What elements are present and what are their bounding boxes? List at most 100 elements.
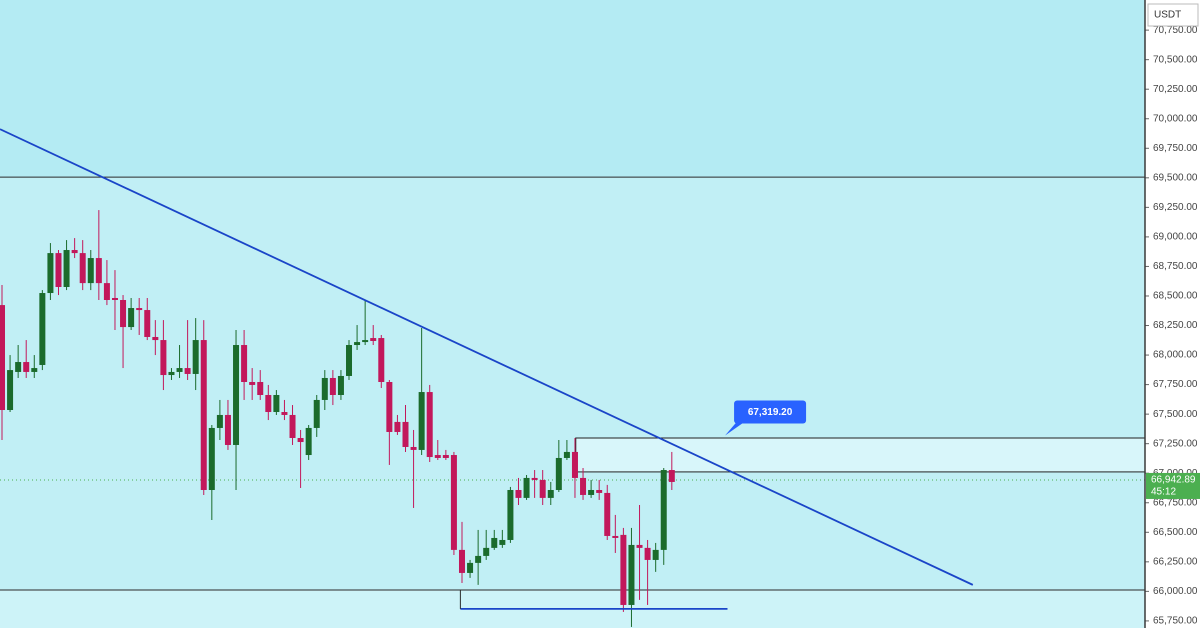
y-tick-label: 65,750.00 [1153, 616, 1198, 627]
candle-body [467, 562, 474, 573]
candle-body [257, 381, 264, 395]
candle-body [668, 470, 675, 482]
last-price-label: 66,942.89 [1151, 475, 1196, 486]
candle-body [507, 489, 514, 540]
candle-body [111, 297, 118, 300]
candle-body [596, 489, 603, 493]
candle-body [184, 368, 191, 374]
price-axis-background [1145, 0, 1200, 628]
candle-body [273, 394, 280, 413]
y-tick-label: 66,000.00 [1153, 586, 1198, 597]
candle-body [612, 535, 619, 538]
candle-body [241, 345, 248, 382]
candle-body [321, 377, 328, 400]
y-tick-label: 68,250.00 [1153, 320, 1198, 331]
candle-body [483, 547, 490, 556]
candle-body [337, 375, 344, 395]
candle-body [410, 446, 417, 450]
y-tick-label: 66,500.00 [1153, 527, 1198, 538]
candle-body [329, 377, 336, 395]
candle-body [103, 283, 110, 300]
candle-body [499, 539, 506, 545]
zone [575, 437, 1145, 473]
candle-body [636, 544, 643, 548]
candle-body [55, 253, 62, 288]
y-tick-label: 67,250.00 [1153, 438, 1198, 449]
callout-pointer [725, 421, 746, 436]
candle-body [128, 308, 135, 328]
candle-body [588, 489, 595, 495]
candle-body [531, 477, 538, 480]
candle-body [313, 399, 320, 428]
candle-body [539, 479, 546, 498]
price-axis: 65,750.00 66,000.00 66,250.00 66,500.00 66,7… [1145, 25, 1198, 627]
y-tick-label: 70,500.00 [1153, 54, 1198, 65]
y-tick-label: 66,250.00 [1153, 556, 1198, 567]
candle-body [200, 340, 207, 490]
candle-body [71, 250, 78, 254]
y-tick-label: 66,750.00 [1153, 497, 1198, 508]
candle-body [249, 381, 256, 385]
candle-body [491, 537, 498, 548]
candle-body [0, 305, 5, 411]
candle-body [120, 299, 127, 328]
candle-body [176, 368, 183, 372]
candle-body [370, 338, 377, 341]
candle-body [192, 340, 199, 374]
candle-body [362, 340, 369, 343]
candle-body [160, 340, 167, 376]
candle-body [402, 421, 409, 447]
candle-body [95, 258, 102, 284]
y-tick-label: 68,000.00 [1153, 350, 1198, 361]
candle-body [458, 549, 465, 573]
candle-body [434, 455, 441, 458]
candle-body [378, 338, 385, 382]
candle-body [563, 451, 570, 458]
countdown-label: 45:12 [1151, 487, 1176, 498]
callout-label: 67,319.20 [748, 407, 793, 418]
candle-body [354, 342, 361, 346]
y-tick-label: 68,500.00 [1153, 291, 1198, 302]
candle-body [23, 362, 30, 372]
candle-body [547, 489, 554, 498]
candle-body [208, 427, 215, 490]
callout-box [734, 400, 807, 424]
candle-body [442, 455, 449, 458]
y-tick-label: 68,750.00 [1153, 261, 1198, 272]
candle-body [604, 492, 611, 536]
middle-region [0, 177, 1145, 590]
candle-body [297, 438, 304, 443]
plot-area [0, 0, 1145, 628]
candle-body [628, 544, 635, 605]
candle-body [47, 253, 54, 294]
candle-body [168, 371, 175, 376]
candle-body [660, 470, 667, 550]
y-tick-label: 70,750.00 [1153, 25, 1198, 36]
candle-body [305, 427, 312, 456]
candle-body [31, 368, 38, 372]
candle-body [63, 250, 70, 288]
y-tick-label: 70,000.00 [1153, 113, 1198, 124]
upper-region [0, 0, 1145, 178]
y-tick-label: 67,500.00 [1153, 409, 1198, 420]
candle-body [515, 489, 522, 498]
candle-body [426, 392, 433, 458]
candle-body [15, 362, 22, 372]
candle-body [79, 253, 86, 284]
candle-body [265, 394, 272, 413]
y-tick-label: 69,500.00 [1153, 172, 1198, 183]
candle-body [7, 370, 14, 411]
candle-body [475, 555, 482, 563]
currency-label: USDT [1154, 10, 1181, 21]
last-price-box [1146, 472, 1200, 499]
candle-body [571, 451, 578, 478]
candle-body [224, 414, 231, 445]
candle-body [450, 455, 457, 550]
candle-body [523, 477, 530, 498]
y-tick-label: 69,750.00 [1153, 143, 1198, 154]
candle-body [289, 414, 296, 439]
candle-body [346, 345, 353, 376]
trend-line [0, 128, 974, 586]
